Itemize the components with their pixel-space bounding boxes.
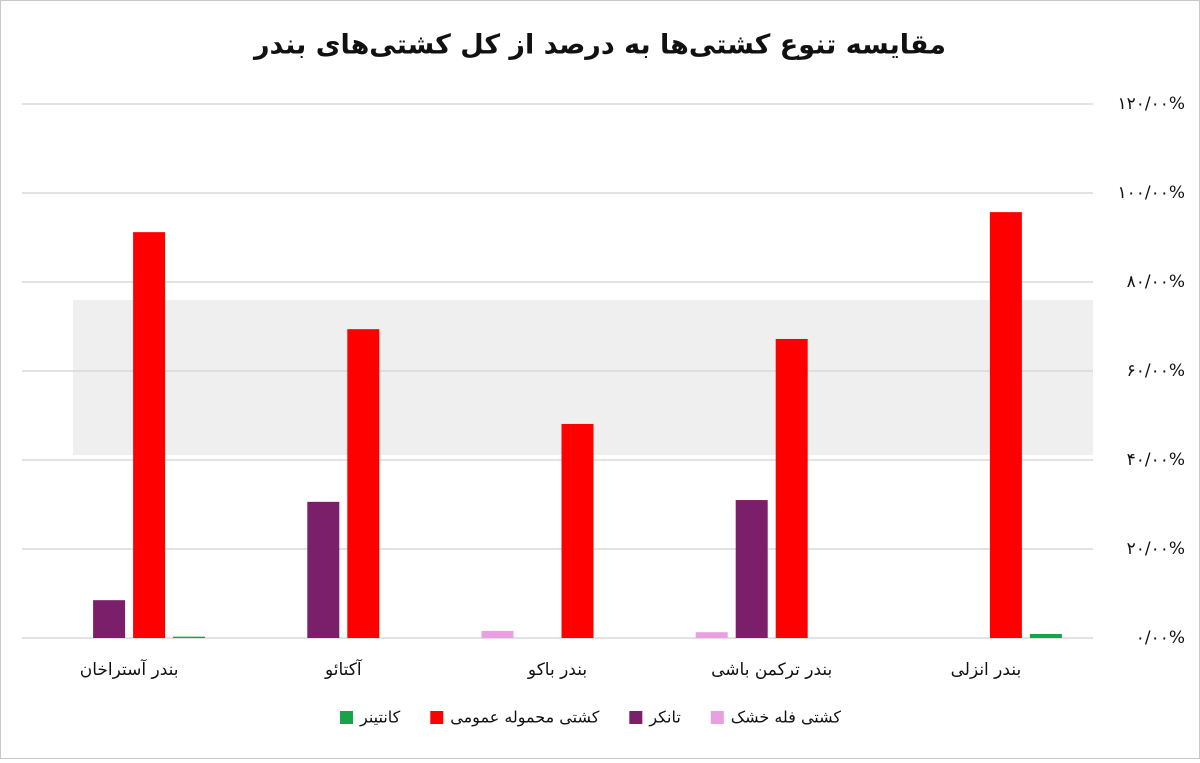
bar	[481, 630, 514, 638]
bar	[1029, 633, 1062, 638]
legend-label: تانکر	[648, 708, 680, 728]
y-tick-label: ۶۰/۰۰%	[1127, 361, 1185, 381]
bar	[695, 632, 728, 638]
y-tick-label: ۱۲۰/۰۰%	[1117, 94, 1185, 114]
x-tick-label: بندر باکو	[527, 660, 587, 680]
legend-swatch	[430, 711, 444, 724]
y-tick-label: ۸۰/۰۰%	[1127, 272, 1185, 292]
legend-label: کشتی محموله عمومی	[450, 708, 599, 728]
x-tick-label: بندر ترکمن باشی	[711, 660, 832, 680]
bar	[735, 500, 768, 638]
bar	[173, 636, 206, 638]
y-tick-label: ۴۰/۰۰%	[1127, 450, 1185, 470]
legend-label: کشتی فله خشک	[731, 708, 842, 727]
y-tick-label: ۱۰۰/۰۰%	[1117, 183, 1185, 203]
x-tick-label: آکتائو	[324, 658, 363, 680]
legend-swatch	[629, 711, 643, 724]
bar	[93, 600, 126, 638]
bar	[989, 212, 1022, 638]
y-tick-label: ۰/۰۰%	[1136, 628, 1185, 648]
x-tick-label: بندر انزلی	[951, 660, 1022, 680]
bar	[775, 338, 808, 638]
legend-label: کانتینر	[359, 708, 401, 728]
y-tick-label: ۲۰/۰۰%	[1127, 539, 1185, 559]
chart-title: مقایسه تنوع کشتی‌ها به درصد از کل کشتی‌ه…	[252, 30, 946, 61]
legend-swatch	[340, 711, 353, 724]
legend-swatch	[710, 711, 724, 724]
x-tick-label: بندر آستراخان	[80, 658, 179, 680]
bar	[307, 501, 340, 638]
bar	[133, 232, 166, 638]
bar	[561, 423, 594, 638]
bar	[347, 329, 380, 638]
